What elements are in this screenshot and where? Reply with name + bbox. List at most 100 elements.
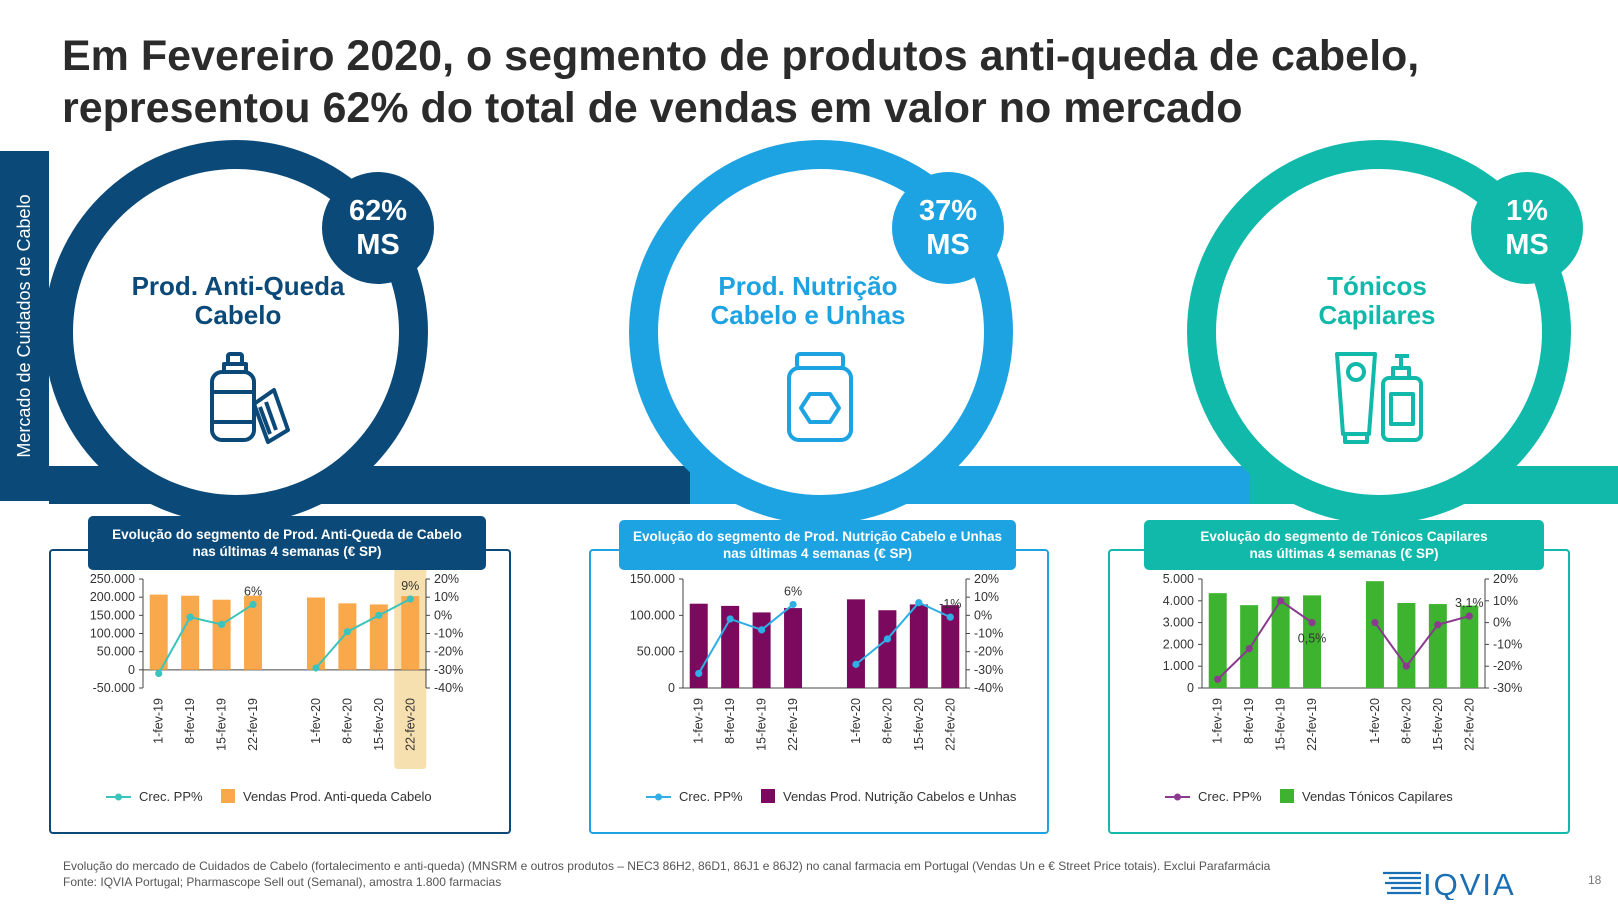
y-right-tick-label: 0% — [434, 608, 452, 622]
growth-point — [758, 626, 766, 634]
x-tick-label: 22-fev-19 — [246, 698, 260, 751]
y-left-tick-label: 3.000 — [1163, 616, 1194, 630]
x-tick-label: 15-fev-19 — [215, 698, 229, 751]
y-right-tick-label: 20% — [974, 572, 999, 586]
supplement-jar-icon — [787, 352, 853, 442]
x-tick-label: 15-fev-20 — [1431, 698, 1445, 751]
y-left-tick-label: 100.000 — [90, 627, 135, 641]
y-right-tick-label: -20% — [1493, 659, 1522, 673]
x-tick-label: 8-fev-20 — [880, 698, 894, 744]
x-tick-label: 8-fev-19 — [183, 698, 197, 744]
y-right-tick-label: -30% — [974, 663, 1003, 677]
growth-point — [726, 615, 734, 623]
y-left-tick-label: -50.000 — [93, 681, 135, 695]
data-label: 6% — [784, 584, 802, 598]
x-tick-label: 1-fev-20 — [1368, 698, 1382, 744]
growth-line — [855, 601, 951, 666]
segment-title-anti-queda: Prod. Anti-Queda Cabelo — [98, 272, 378, 330]
bar — [1428, 604, 1447, 688]
chart-panel-tonicos: 5.000 4.000 3.000 2.000 1.000 0 20% 10% 0% -10% -2… — [1108, 549, 1570, 834]
x-tick-label: 8-fev-20 — [1399, 698, 1413, 744]
y-left-tick-label: 1.000 — [1163, 659, 1194, 673]
chart-nutricao: 150.000 100.000 50.000 0 20% 10% 0% -10% -20% -30… — [630, 572, 1017, 804]
data-label: 9% — [401, 579, 419, 593]
y-left-tick-label: 200.000 — [90, 590, 135, 604]
legend-bar-swatch — [1280, 789, 1294, 803]
legend-bar-label: Vendas Prod. Anti-queda Cabelo — [243, 789, 432, 804]
growth-point — [915, 599, 923, 607]
legend-line-marker — [1174, 793, 1181, 801]
growth-point — [883, 635, 891, 643]
share-unit: MS — [1505, 229, 1549, 261]
x-tick-label: 8-fev-19 — [723, 698, 737, 744]
bar — [1208, 593, 1227, 688]
bar — [244, 595, 263, 670]
share-unit: MS — [926, 229, 970, 261]
y-right-tick-label: -10% — [434, 627, 463, 641]
growth-line — [1217, 599, 1313, 680]
chart-panel-anti-queda: 250.000 200.000 150.000 100.000 50.000 0 -50.0… — [49, 549, 511, 834]
footnote: Evolução do mercado de Cuidados de Cabel… — [63, 858, 1270, 890]
segment-title-tonicos: Tónicos Capilares — [1237, 272, 1517, 330]
growth-line — [697, 603, 794, 674]
x-tick-label: 1-fev-20 — [849, 698, 863, 744]
growth-point — [1277, 597, 1285, 605]
segment-title-nutricao: Prod. Nutrição Cabelo e Unhas — [668, 272, 948, 330]
growth-point — [1308, 619, 1316, 627]
legend-bar-swatch — [761, 789, 775, 803]
growth-point — [695, 669, 703, 678]
segment-title-line2: Capilares — [1318, 300, 1436, 330]
bar — [1271, 596, 1290, 688]
bar — [752, 612, 771, 688]
segment-title-line2: Cabelo e Unhas — [710, 300, 906, 330]
y-right-tick-label: 10% — [1493, 594, 1518, 608]
growth-point — [249, 600, 257, 609]
growth-point — [1402, 662, 1410, 670]
growth-point — [1434, 621, 1442, 629]
bar — [338, 603, 357, 670]
growth-point — [1371, 619, 1379, 627]
y-right-tick-label: -30% — [1493, 681, 1522, 695]
y-right-tick-label: 0% — [1493, 616, 1511, 630]
chart-title-nutricao: Evolução do segmento de Prod. Nutrição C… — [619, 520, 1016, 570]
growth-point — [852, 660, 860, 668]
bar — [369, 604, 388, 670]
share-value: 37% — [918, 195, 978, 227]
y-left-tick-label: 0 — [128, 663, 135, 677]
share-badge-anti-queda: 62% MS — [322, 172, 434, 284]
tube-pump-bottle-icon — [1335, 352, 1423, 444]
sidebar-label: Mercado de Cuidados de Cabelo — [14, 194, 34, 458]
legend-bar-label: Vendas Tónicos Capilares — [1302, 789, 1453, 804]
page-number: 18 — [1588, 873, 1602, 887]
page-title: Em Fevereiro 2020, o segmento de produto… — [62, 32, 1420, 132]
growth-point — [312, 664, 320, 672]
bar — [401, 596, 420, 670]
growth-point — [789, 600, 797, 609]
y-left-tick-label: 0 — [1187, 681, 1194, 695]
legend-line-marker — [115, 793, 122, 801]
x-tick-label: 22-fev-19 — [1305, 698, 1319, 751]
growth-point — [1245, 645, 1253, 653]
chart-tonicos: 5.000 4.000 3.000 2.000 1.000 0 20% 10% 0% -10% -2… — [1163, 572, 1522, 804]
x-tick-label: 8-fev-19 — [1242, 698, 1256, 744]
growth-point — [406, 595, 414, 603]
bar — [1397, 602, 1416, 688]
y-left-tick-label: 50.000 — [97, 645, 135, 659]
bar — [1460, 605, 1479, 688]
y-left-tick-label: 100.000 — [630, 608, 675, 622]
chart-title-line1: Evolução do segmento de Prod. Nutrição C… — [632, 529, 1003, 544]
bar — [181, 595, 200, 670]
y-right-tick-label: 10% — [434, 590, 459, 604]
chart-anti-queda: 250.000 200.000 150.000 100.000 50.000 0 -50.0… — [90, 559, 463, 804]
x-tick-label: 1-fev-19 — [692, 698, 706, 744]
chart-panel-nutricao: 150.000 100.000 50.000 0 20% 10% 0% -10% -20% -30… — [589, 549, 1049, 834]
chart-title-line2: nas últimas 4 semanas (€ SP) — [722, 546, 913, 561]
x-tick-label: 22-fev-20 — [403, 698, 417, 751]
growth-point — [343, 628, 351, 636]
data-label: 6% — [244, 584, 262, 598]
growth-line — [157, 603, 254, 674]
segment-title-line1: Prod. Anti-Queda — [131, 271, 345, 301]
legend-line-label: Crec. PP% — [139, 789, 203, 804]
bar — [909, 604, 928, 688]
segment-title-line1: Prod. Nutrição — [718, 271, 898, 301]
